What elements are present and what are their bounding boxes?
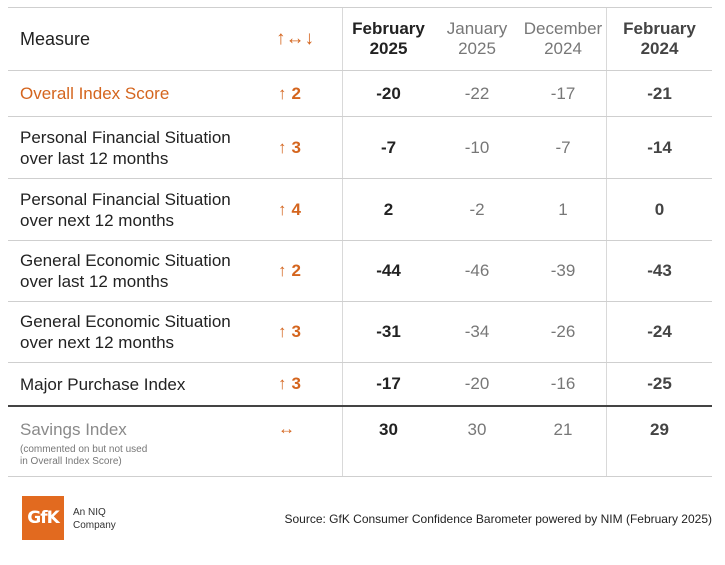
measure-label: General Economic Situation over next 12 … [8, 302, 264, 362]
table-row: Major Purchase Index ↑ 3 -17 -20 -16 -25 [8, 363, 712, 405]
change-cell: ↑ 2 [264, 71, 342, 116]
value-feb-2024: 29 [606, 407, 712, 476]
company-line1: An NIQ [73, 507, 106, 518]
change-cell: ↑ 3 [264, 302, 342, 362]
change-value: 3 [291, 322, 301, 341]
header-jan-2025-month: January [446, 19, 508, 38]
header-dec-2024: December 2024 [520, 8, 606, 70]
value-dec-2024: -7 [555, 137, 571, 157]
value-jan-2025: -46 [464, 261, 490, 280]
arrow-up-icon: ↑ [278, 322, 287, 341]
header-feb-2025-year: 2025 [369, 39, 408, 58]
savings-measure: Savings Index (commented on but not used… [8, 407, 264, 476]
measure-label: Major Purchase Index [20, 374, 186, 394]
value-jan-2025: -34 [464, 322, 490, 341]
value-dec-2024: -39 [550, 261, 576, 280]
table-row: Personal Financial Situation over last 1… [8, 117, 712, 179]
value-dec-2024: 1 [558, 199, 568, 219]
change-value: 3 [291, 374, 301, 393]
value-jan-2025: -22 [464, 83, 490, 103]
arrow-up-icon: ↑ [278, 261, 287, 280]
savings-note-line2: in Overall Index Score) [20, 456, 122, 467]
table-row: Overall Index Score ↑ 2 -20 -22 -17 -21 [8, 71, 712, 117]
value-dec-2024: -26 [550, 322, 576, 341]
value-feb-2025: -17 [342, 363, 434, 405]
arrow-up-icon: ↑ [278, 83, 287, 103]
table-row: General Economic Situation over last 12 … [8, 241, 712, 302]
header-feb-2024: February 2024 [606, 8, 712, 70]
arrow-up-icon: ↑ [278, 137, 287, 157]
footer: GfK An NIQ Company Source: GfK Consumer … [22, 496, 712, 542]
header-feb-2025-month: February [352, 19, 425, 38]
header-dec-2024-month: December [523, 19, 603, 38]
source-note: Source: GfK Consumer Confidence Baromete… [284, 512, 712, 526]
value-feb-2025: -20 [342, 71, 434, 116]
confidence-table: Measure ↑↔↓ February 2025 January 2025 D… [8, 7, 712, 477]
table-row: Personal Financial Situation over next 1… [8, 179, 712, 241]
value-feb-2025: 2 [342, 179, 434, 240]
measure-label-line1: Personal Financial Situation [20, 127, 231, 147]
measure-label-line2: over next 12 months [20, 210, 175, 230]
measure-label-line1: General Economic Situation [20, 251, 231, 270]
header-feb-2025: February 2025 [342, 8, 434, 70]
change-cell: ↔ [264, 407, 342, 476]
measure-label-line2: over next 12 months [20, 333, 175, 352]
change-cell: ↑ 3 [264, 117, 342, 178]
value-feb-2024: -25 [606, 363, 712, 405]
value-jan-2025: -10 [464, 137, 490, 157]
header-change-icon: ↑↔↓ [276, 28, 314, 49]
header-feb-2024-year: 2024 [640, 39, 679, 58]
company-line2: Company [73, 520, 116, 531]
value-dec-2024: -16 [550, 374, 576, 393]
savings-row: Savings Index (commented on but not used… [8, 405, 712, 477]
header-dec-2024-year: 2024 [544, 39, 582, 58]
value-feb-2025: -7 [342, 117, 434, 178]
measure-label: Overall Index Score [20, 84, 170, 103]
measure-label: Personal Financial Situation over last 1… [8, 117, 264, 178]
header-measure: Measure [20, 28, 91, 49]
change-cell: ↑ 3 [264, 363, 342, 405]
arrow-up-icon: ↑ [278, 199, 287, 219]
value-feb-2025: -44 [342, 241, 434, 301]
value-feb-2025: -31 [342, 302, 434, 362]
header-jan-2025: January 2025 [434, 8, 520, 70]
change-cell: ↑ 2 [264, 241, 342, 301]
value-feb-2024: 0 [606, 179, 712, 240]
value-dec-2024: -17 [550, 83, 576, 103]
change-value: 2 [291, 83, 301, 103]
measure-label: Personal Financial Situation over next 1… [8, 179, 264, 240]
company-tagline: An NIQ Company [73, 506, 116, 532]
arrow-up-icon: ↑ [278, 374, 287, 393]
change-value: 4 [291, 199, 301, 219]
measure-label-line1: General Economic Situation [20, 312, 231, 331]
arrow-both-icon: ↔ [278, 419, 295, 438]
value-feb-2024: -21 [606, 71, 712, 116]
value-feb-2025: 30 [342, 407, 434, 476]
value-jan-2025: -2 [469, 199, 485, 219]
savings-label: Savings Index [20, 420, 127, 439]
value-dec-2024: 21 [553, 420, 573, 439]
measure-label-line1: Personal Financial Situation [20, 189, 231, 209]
value-feb-2024: -43 [606, 241, 712, 301]
change-cell: ↑ 4 [264, 179, 342, 240]
table-row: General Economic Situation over next 12 … [8, 302, 712, 363]
table-header-row: Measure ↑↔↓ February 2025 January 2025 D… [8, 7, 712, 71]
savings-note: (commented on but not used in Overall In… [20, 444, 264, 468]
gfk-logo: GfK [22, 496, 64, 540]
header-feb-2024-month: February [623, 19, 696, 38]
value-feb-2024: -24 [606, 302, 712, 362]
measure-label-line2: over last 12 months [20, 272, 169, 291]
value-feb-2024: -14 [606, 117, 712, 178]
header-jan-2025-year: 2025 [458, 39, 496, 58]
savings-note-line1: (commented on but not used [20, 444, 148, 455]
measure-label: General Economic Situation over last 12 … [8, 241, 264, 301]
value-jan-2025: -20 [464, 374, 490, 393]
change-value: 2 [291, 261, 301, 280]
change-value: 3 [291, 137, 301, 157]
measure-label-line2: over last 12 months [20, 148, 169, 168]
value-jan-2025: 30 [467, 420, 487, 439]
